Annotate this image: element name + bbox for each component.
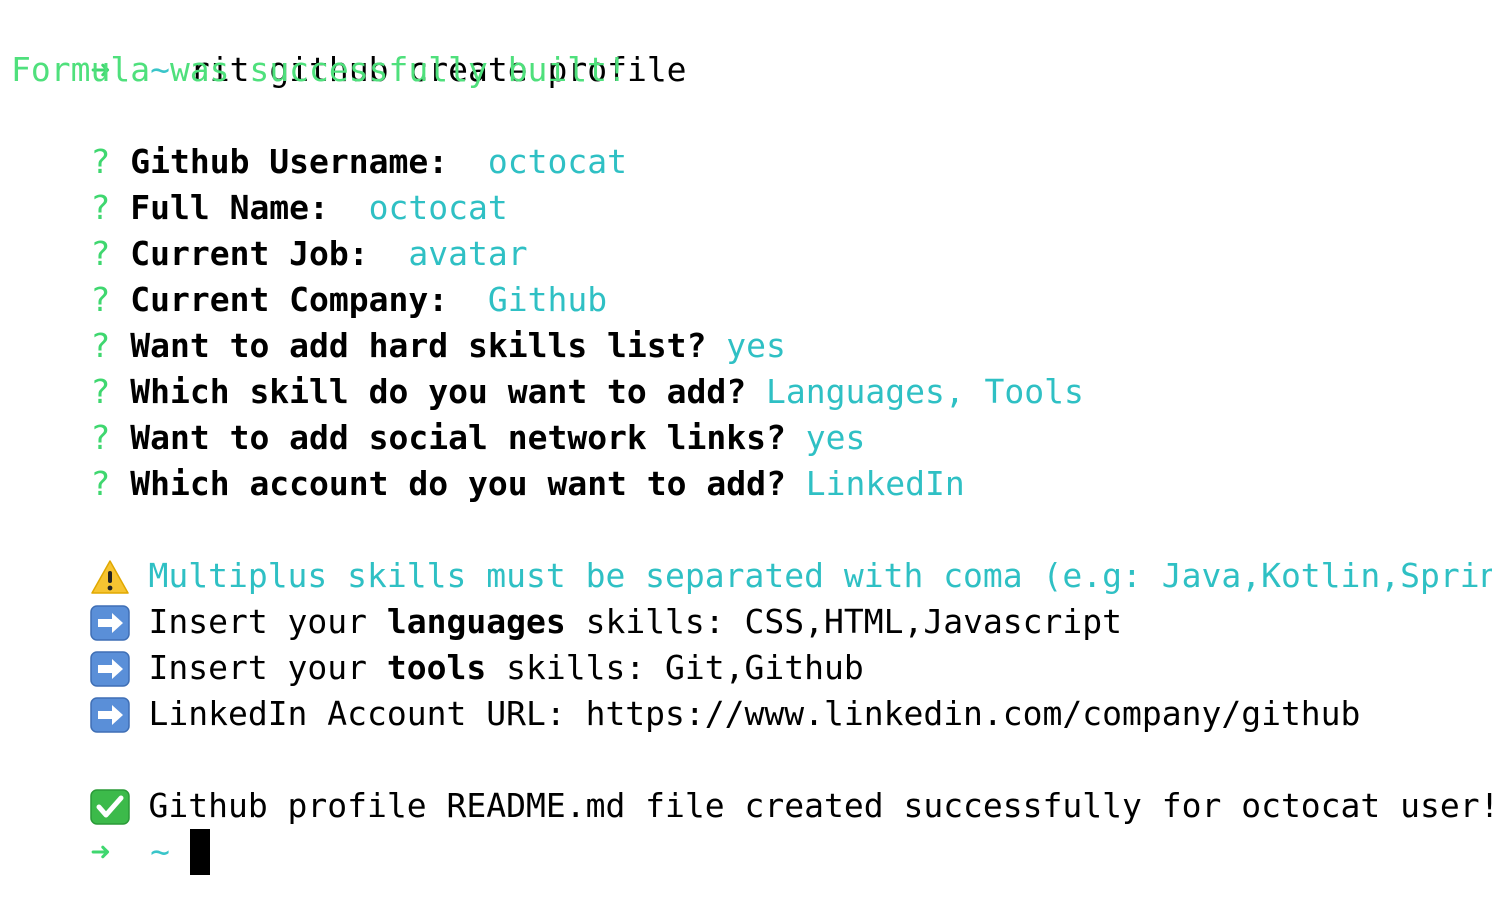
final-message-line: Github profile README.md file created su… xyxy=(11,737,1492,825)
question-mark: ? xyxy=(90,326,111,365)
question-answer: yes xyxy=(726,326,786,365)
question-answer: octocat xyxy=(368,188,508,227)
question-answer: avatar xyxy=(408,234,528,273)
build-success-message: Formula was successfully built! xyxy=(11,50,627,89)
question-answer: octocat xyxy=(487,142,627,181)
command-text: rit github create profile xyxy=(189,50,687,89)
question-mark: ? xyxy=(90,188,111,227)
question-answer: Github xyxy=(487,280,608,319)
question-answer: Languages, Tools xyxy=(766,372,1084,411)
question-line: ? Want to add social network links? yes xyxy=(11,369,865,457)
input-line: Insert your languages skills: CSS,HTML,J… xyxy=(11,553,1122,641)
question-line: ? Github Username: octocat xyxy=(11,93,626,181)
warning-sign-icon xyxy=(90,553,132,599)
input-prefix: Insert your xyxy=(148,648,387,687)
question-line: ? Full Name: octocat xyxy=(11,139,507,227)
question-label: Current Company: xyxy=(130,280,468,319)
question-label: Github Username: xyxy=(130,142,468,181)
question-answer: LinkedIn xyxy=(805,464,965,503)
input-prefix: Insert your xyxy=(148,602,387,641)
question-label: Current Job: xyxy=(130,234,389,273)
command-line: ➜ ~ rit github create profile xyxy=(11,1,686,89)
question-mark: ? xyxy=(90,280,111,319)
prompt-tilde: ~ xyxy=(150,832,170,871)
input-line: LinkedIn Account URL: https://www.linked… xyxy=(11,645,1360,733)
right-arrow-icon xyxy=(90,645,132,691)
question-line: ? Which skill do you want to add? Langua… xyxy=(11,323,1083,411)
input-suffix: skills: CSS,HTML,Javascript xyxy=(565,602,1123,641)
prompt-tilde: ~ xyxy=(150,50,170,89)
right-arrow-icon xyxy=(90,599,132,645)
input-prefix: LinkedIn Account URL: https://www.linked… xyxy=(148,694,1361,733)
question-line: ? Which account do you want to add? Link… xyxy=(11,415,964,503)
text-cursor[interactable] xyxy=(189,829,210,875)
prompt-arrow: ➜ xyxy=(90,832,111,871)
check-mark-icon xyxy=(90,783,132,829)
prompt-arrow: ➜ xyxy=(90,50,111,89)
input-line: Insert your tools skills: Git,Github xyxy=(11,599,864,687)
question-mark: ? xyxy=(90,418,111,457)
question-label: Which account do you want to add? xyxy=(130,464,786,503)
question-mark: ? xyxy=(90,234,111,273)
question-mark: ? xyxy=(90,464,111,503)
input-suffix: skills: Git,Github xyxy=(486,648,864,687)
right-arrow-icon xyxy=(90,691,132,737)
question-label: Want to add hard skills list? xyxy=(130,326,707,365)
question-answer: yes xyxy=(805,418,866,457)
current-prompt-line[interactable]: ➜ ~ xyxy=(11,783,210,875)
final-message-text: Github profile README.md file created su… xyxy=(148,786,1492,825)
question-line: ? Want to add hard skills list? yes xyxy=(11,277,785,365)
question-line: ? Current Company: Github xyxy=(11,231,607,319)
question-label: Want to add social network links? xyxy=(130,418,786,457)
input-bold-word: languages xyxy=(386,602,566,641)
input-bold-word: tools xyxy=(386,648,487,687)
terminal-window[interactable]: ➜ ~ rit github create profile Formula wa… xyxy=(0,0,1492,875)
question-label: Full Name: xyxy=(130,188,349,227)
question-mark: ? xyxy=(90,142,111,181)
question-label: Which skill do you want to add? xyxy=(130,372,747,411)
question-line: ? Current Job: avatar xyxy=(11,185,527,273)
warning-text: Multiplus skills must be separated with … xyxy=(148,556,1492,595)
question-mark: ? xyxy=(90,372,111,411)
warning-line: Multiplus skills must be separated with … xyxy=(11,507,1492,595)
